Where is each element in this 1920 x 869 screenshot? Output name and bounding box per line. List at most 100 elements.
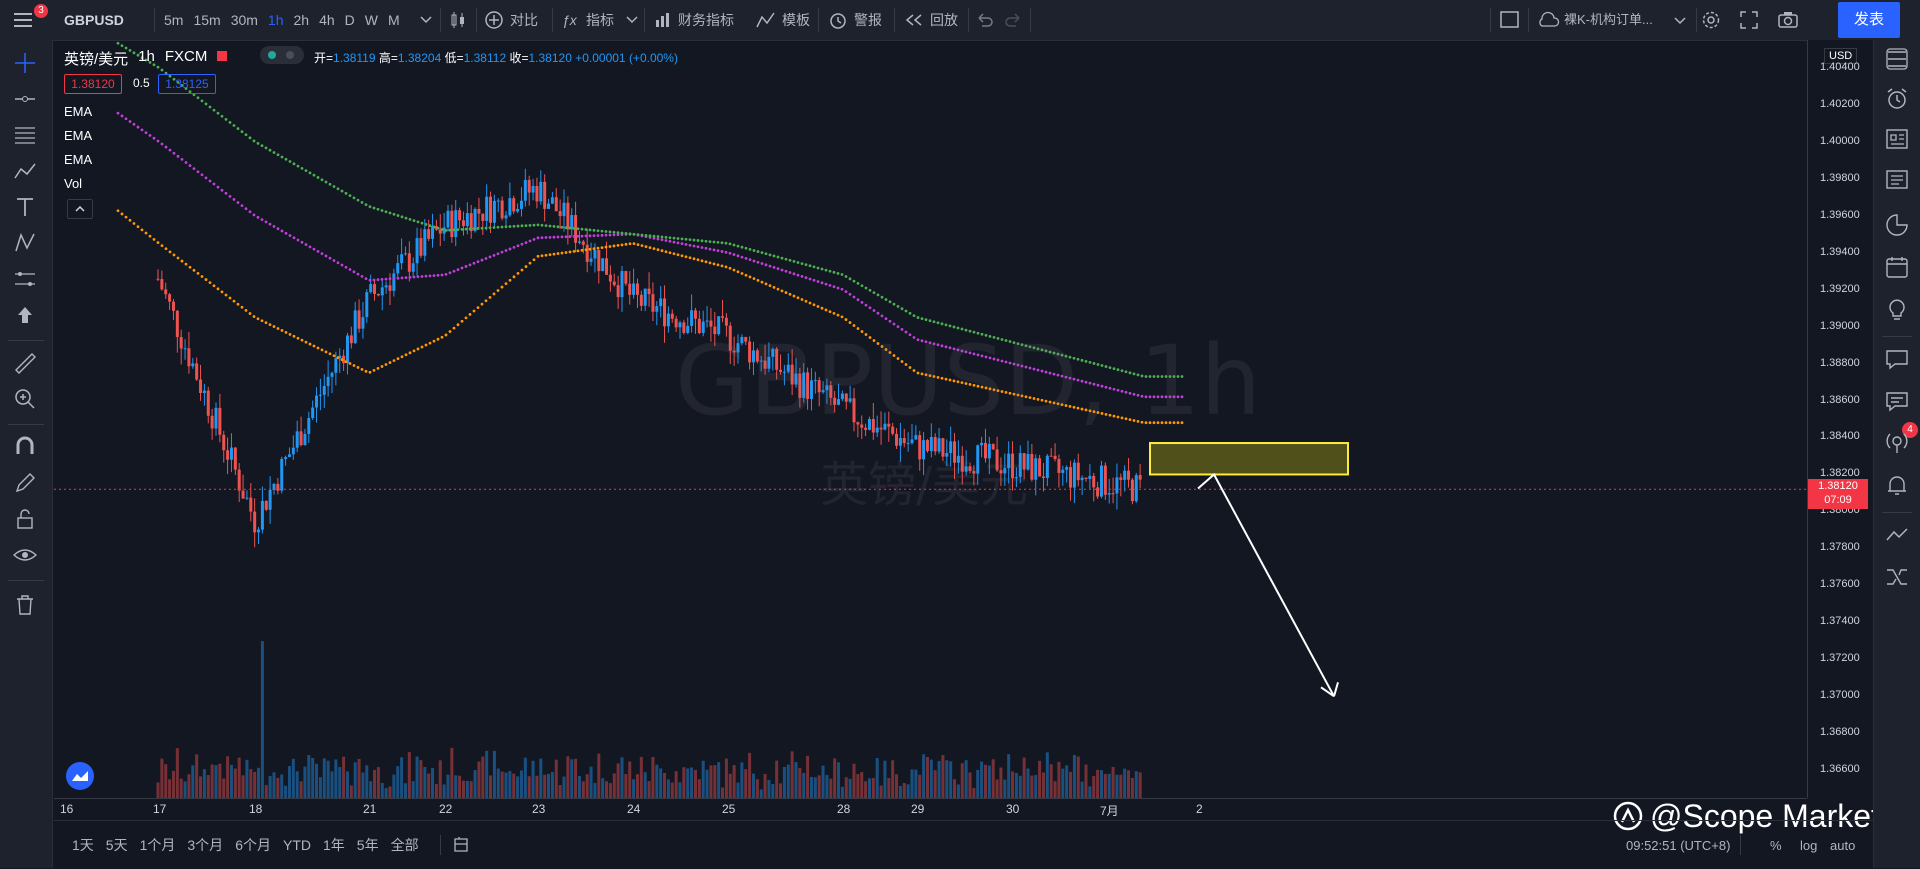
- auto-toggle[interactable]: auto: [1830, 838, 1856, 853]
- fullscreen-icon[interactable]: [1739, 10, 1759, 30]
- pencil-lock-icon[interactable]: [12, 470, 38, 496]
- candle-style-icon[interactable]: [448, 10, 468, 30]
- range-5y[interactable]: 5年: [356, 837, 379, 853]
- pattern-icon[interactable]: [12, 230, 38, 256]
- eye-icon[interactable]: [12, 542, 38, 568]
- trend-pattern-icon[interactable]: [12, 158, 38, 184]
- volume-bar: [1030, 775, 1034, 798]
- publish-button[interactable]: 发表: [1838, 2, 1900, 38]
- projection-arrow[interactable]: [1197, 472, 1339, 698]
- range-1y[interactable]: 1年: [322, 837, 345, 853]
- hotlist-icon[interactable]: [1884, 212, 1910, 238]
- data-window-icon[interactable]: [1884, 166, 1910, 192]
- ema-point: [1156, 375, 1160, 378]
- trading-panel-icon[interactable]: [1884, 522, 1910, 548]
- price-axis[interactable]: USD 1.40400 1.40200 1.40000 1.39800 1.39600 1…: [1807, 40, 1875, 798]
- messages-icon[interactable]: [1884, 388, 1910, 414]
- news-icon[interactable]: [1884, 126, 1910, 152]
- interval-15m[interactable]: 15m: [193, 12, 221, 28]
- range-5d[interactable]: 5天: [105, 837, 128, 853]
- interval-d[interactable]: D: [344, 12, 355, 28]
- clock-readout[interactable]: 09:52:51 (UTC+8): [1626, 838, 1731, 853]
- interval-30m[interactable]: 30m: [230, 12, 258, 28]
- ema-point: [848, 277, 852, 281]
- horizontal-line-icon[interactable]: [12, 86, 38, 112]
- range-3m[interactable]: 3个月: [187, 837, 224, 853]
- chat-icon[interactable]: [1884, 346, 1910, 372]
- chevron-down-icon[interactable]: [420, 13, 432, 25]
- watchlist-icon[interactable]: [1884, 46, 1910, 72]
- status-pill[interactable]: [260, 46, 304, 64]
- menu-icon[interactable]: [14, 11, 34, 29]
- magnet-icon[interactable]: [12, 434, 38, 460]
- candle-body: [1084, 477, 1088, 479]
- arrow-up-icon[interactable]: [12, 302, 38, 328]
- undo-icon[interactable]: [976, 11, 994, 29]
- calendar-icon[interactable]: [1884, 254, 1910, 280]
- indicator-ema-1[interactable]: EMA: [64, 104, 93, 119]
- lock-icon[interactable]: [12, 506, 38, 532]
- stream-icon[interactable]: [1884, 430, 1910, 456]
- time-axis[interactable]: 16 17 18 21 22 23 24 25 28 29 30 7月 2: [54, 798, 1807, 819]
- flag-icon[interactable]: [217, 51, 228, 61]
- candle-body: [330, 372, 334, 377]
- interval-4h[interactable]: 4h: [319, 12, 335, 28]
- settings-gear-icon[interactable]: [1701, 10, 1721, 30]
- interval-1h[interactable]: 1h: [267, 12, 284, 28]
- ask-box[interactable]: 1.38125: [158, 74, 216, 94]
- candle-body: [465, 213, 469, 227]
- strategy-icon[interactable]: [1884, 564, 1910, 590]
- volume-bar: [1072, 754, 1076, 798]
- ruler-icon[interactable]: [12, 350, 38, 376]
- interval-w[interactable]: W: [364, 12, 378, 28]
- interval-m[interactable]: M: [388, 12, 400, 28]
- supply-zone-rectangle[interactable]: [1149, 442, 1349, 476]
- indicator-vol[interactable]: Vol: [64, 176, 83, 191]
- range-1d[interactable]: 1天: [72, 837, 94, 853]
- price-chart[interactable]: [54, 40, 1807, 798]
- range-ytd[interactable]: YTD: [282, 837, 311, 853]
- ema-point: [1120, 369, 1124, 373]
- symbol-search[interactable]: GBPUSD: [64, 12, 124, 28]
- log-toggle[interactable]: log: [1800, 838, 1818, 853]
- candle-body: [179, 337, 183, 349]
- trash-icon[interactable]: [12, 592, 38, 618]
- ema-point: [864, 303, 868, 307]
- indicator-ema-2[interactable]: EMA: [64, 128, 93, 143]
- range-6m[interactable]: 6个月: [235, 837, 271, 853]
- candle-body: [376, 293, 380, 296]
- candle-body: [415, 238, 419, 264]
- ema-point: [228, 296, 232, 300]
- camera-icon[interactable]: [1777, 10, 1799, 30]
- redo-icon[interactable]: [1004, 11, 1022, 29]
- collapse-legend-button[interactable]: [67, 199, 93, 219]
- alarm-icon[interactable]: [1884, 86, 1910, 112]
- range-all[interactable]: 全部: [390, 837, 419, 853]
- bid-box[interactable]: 1.38120: [64, 74, 122, 94]
- candle-body: [605, 258, 609, 275]
- candle-body: [837, 399, 841, 405]
- ema-point: [204, 102, 208, 106]
- volume-bar: [175, 748, 179, 798]
- interval-5m[interactable]: 5m: [164, 12, 184, 28]
- price-tick-label: 1.39600: [1820, 208, 1860, 221]
- text-icon[interactable]: [12, 194, 38, 220]
- range-1m[interactable]: 1个月: [139, 837, 176, 853]
- prediction-icon[interactable]: [12, 266, 38, 292]
- indicator-ema-3[interactable]: EMA: [64, 152, 93, 167]
- interval-2h[interactable]: 2h: [293, 12, 310, 28]
- ema-point: [556, 252, 560, 255]
- ema-point: [288, 332, 292, 336]
- chevron-down-icon[interactable]: [626, 13, 638, 25]
- percent-toggle[interactable]: %: [1770, 838, 1782, 853]
- layout-selector[interactable]: 裸K-机构订单...: [1536, 0, 1686, 40]
- candle-body: [303, 433, 307, 446]
- crosshair-icon[interactable]: [12, 50, 38, 76]
- multi-layout-icon[interactable]: [1500, 11, 1520, 29]
- ideas-lightbulb-icon[interactable]: [1884, 296, 1910, 322]
- goto-date-icon[interactable]: [452, 836, 470, 854]
- fib-lines-icon[interactable]: [12, 122, 38, 148]
- zoom-in-icon[interactable]: [12, 386, 38, 412]
- candle-body: [345, 335, 349, 364]
- notifications-bell-icon[interactable]: [1884, 472, 1910, 498]
